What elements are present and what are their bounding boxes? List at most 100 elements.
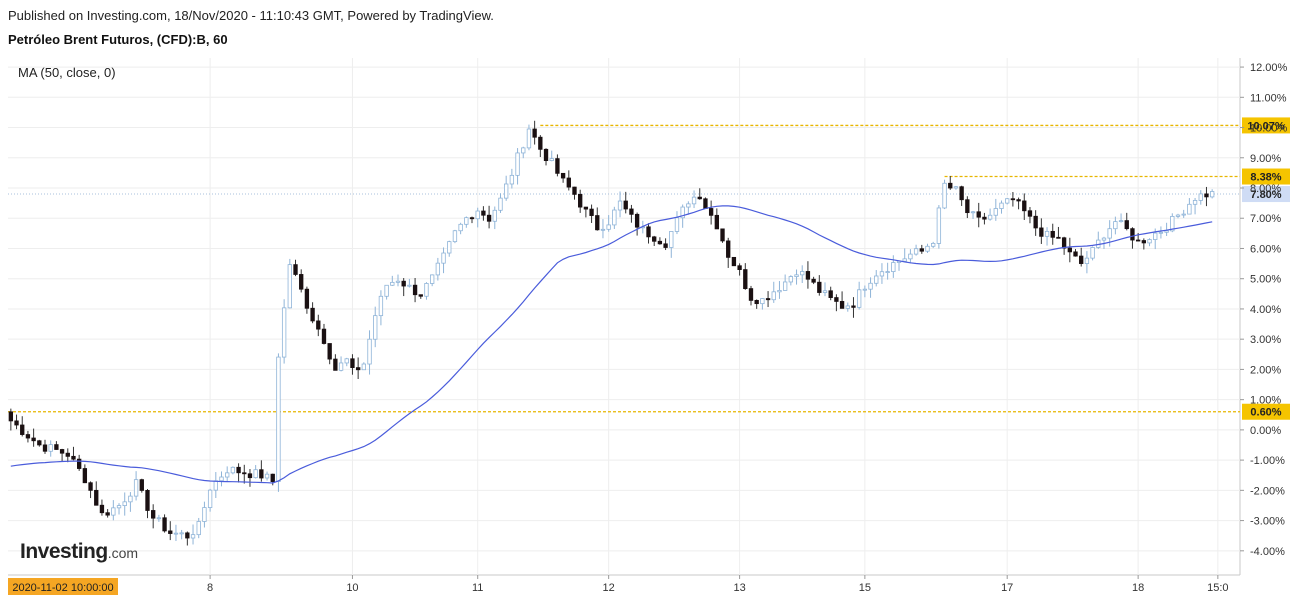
candle-body	[726, 240, 731, 258]
candle-body	[37, 440, 42, 446]
candle-body	[1084, 257, 1090, 264]
y-axis: 12.00% 11.00% 10.00% 9.00% 8.00% 7.00% 6.00% 5.…	[1240, 62, 1288, 558]
investing-logo: Investing.com	[20, 540, 138, 564]
x-axis: 8 10 11 12 13 15 17 18 15:0 2020-11-02 10:00:00	[8, 575, 1229, 595]
candle-body	[800, 271, 805, 276]
candle-body	[731, 256, 737, 267]
candle-body	[225, 472, 230, 478]
candle-body	[788, 276, 794, 283]
level-label: 10.07%	[1247, 120, 1285, 132]
candle-body	[1090, 247, 1095, 259]
candle-body	[828, 290, 833, 298]
y-tick-label: 9.00%	[1250, 153, 1281, 165]
candle-body	[281, 307, 287, 358]
candle-body	[128, 495, 133, 503]
current-price-label: 7.80%	[1250, 189, 1281, 201]
candle-body	[168, 530, 173, 534]
candle-body	[925, 245, 930, 252]
candle-body	[122, 501, 127, 506]
ma-series-line	[10, 205, 1213, 484]
ma-indicator-label[interactable]: MA (50, close, 0)	[18, 65, 116, 80]
candle-body	[1198, 193, 1203, 201]
candle-body	[247, 473, 253, 479]
candle-body	[1192, 200, 1198, 205]
candle-body	[891, 262, 896, 272]
candle-body	[1005, 198, 1010, 204]
candle-body	[902, 258, 907, 262]
candle-body	[207, 489, 213, 508]
level-badge	[1242, 168, 1290, 185]
x-tick-label: 12	[603, 582, 615, 594]
candle-body	[942, 182, 947, 209]
logo-suffix: .com	[107, 545, 139, 561]
candle-body	[14, 420, 19, 426]
candle-body	[373, 315, 378, 340]
current-price-badge	[1242, 186, 1290, 203]
candle-body	[202, 507, 207, 522]
candle-body	[173, 532, 179, 535]
candle-body	[1153, 232, 1158, 240]
candle-body	[196, 521, 201, 536]
candle-body	[754, 299, 759, 305]
candle-body	[600, 228, 606, 231]
candle-body	[156, 517, 162, 520]
candle-body	[811, 278, 816, 283]
candle-body	[646, 226, 651, 238]
candle-body	[555, 158, 560, 174]
level-badge	[1242, 403, 1290, 420]
candle-body	[948, 182, 953, 189]
candle-body	[316, 320, 321, 330]
candle-body	[1124, 220, 1129, 230]
candle-body	[760, 298, 765, 305]
candle-body	[1101, 237, 1107, 241]
candle-body	[469, 217, 475, 220]
candle-body	[25, 434, 31, 439]
candle-body	[959, 186, 964, 201]
candle-body	[674, 217, 680, 232]
price-levels: 10.07% 8.38% 0.60% 7.80%	[8, 117, 1290, 420]
candle-body	[669, 231, 674, 248]
candle-body	[805, 271, 811, 280]
candle-body	[936, 207, 942, 244]
candle-body	[344, 358, 349, 364]
candle-body	[486, 214, 492, 222]
candle-body	[378, 295, 384, 317]
candle-body	[99, 504, 105, 514]
x-tick-label: 13	[733, 582, 745, 594]
candle-body	[691, 196, 697, 205]
candle-body	[412, 284, 418, 296]
candle-body	[765, 298, 771, 301]
candle-body	[384, 284, 389, 297]
candle-body	[720, 228, 725, 242]
candle-body	[418, 294, 423, 297]
candle-body	[782, 281, 788, 291]
x-tick-label: 11	[472, 582, 483, 594]
y-tick-label: 3.00%	[1250, 334, 1281, 346]
y-tick-label: 0.00%	[1250, 425, 1281, 437]
y-tick-label: 8.00%	[1250, 183, 1281, 195]
candle-body	[8, 411, 14, 422]
candle-body	[253, 469, 258, 479]
candle-body	[441, 252, 446, 264]
chart-grid	[8, 58, 1241, 576]
candles	[8, 120, 1215, 546]
candle-body	[578, 193, 583, 208]
candle-body	[264, 473, 270, 479]
candle-body	[1130, 228, 1135, 241]
candle-body	[612, 209, 617, 226]
candle-body	[133, 479, 139, 497]
start-date-badge	[8, 578, 118, 595]
y-tick-label: -4.00%	[1250, 546, 1285, 558]
candle-body	[560, 172, 566, 179]
candle-body	[105, 512, 110, 516]
candle-body	[139, 479, 144, 491]
candle-body	[543, 148, 549, 162]
candle-body	[845, 305, 850, 309]
candle-body	[401, 280, 406, 287]
x-tick-label: 18	[1132, 582, 1144, 594]
candle-body	[965, 199, 970, 214]
candle-body	[145, 490, 150, 511]
candle-body	[851, 305, 856, 308]
candle-body	[1027, 210, 1033, 217]
